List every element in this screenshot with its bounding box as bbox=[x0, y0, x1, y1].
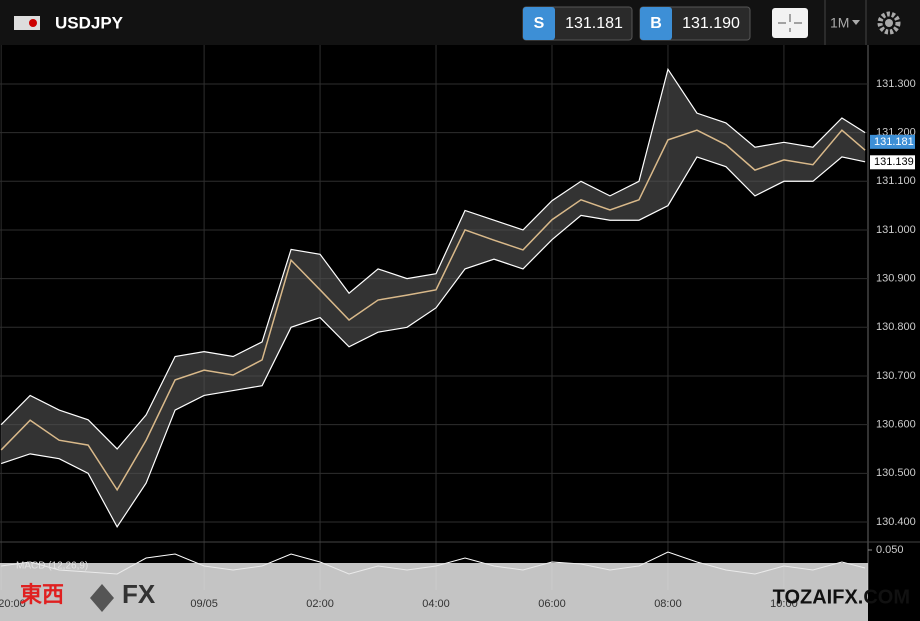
band-fill bbox=[1, 69, 866, 527]
price-marker-label: 131.139 bbox=[874, 156, 914, 168]
macd-tick-label: 0.050 bbox=[876, 544, 904, 556]
settings-core bbox=[885, 19, 893, 27]
watermark-site: TOZAIFX.COM bbox=[773, 586, 910, 608]
y-tick-label: 130.600 bbox=[876, 419, 916, 431]
y-tick-label: 131.000 bbox=[876, 224, 916, 236]
y-tick-label: 130.700 bbox=[876, 370, 916, 382]
watermark-right: FX bbox=[122, 579, 156, 609]
series-line bbox=[0, 129, 866, 492]
sell-price: 131.181 bbox=[565, 15, 623, 32]
timeframe[interactable]: 1M bbox=[830, 15, 849, 31]
price-marker-label: 131.181 bbox=[874, 136, 914, 148]
buy-badge bbox=[640, 7, 672, 40]
watermark-band bbox=[0, 563, 868, 621]
x-tick-label: 08:00 bbox=[654, 598, 682, 610]
y-tick-label: 130.900 bbox=[876, 273, 916, 285]
crosshair-icon bbox=[778, 14, 802, 32]
y-tick-label: 130.800 bbox=[876, 321, 916, 333]
buy-label: B bbox=[650, 15, 662, 32]
sell-label: S bbox=[534, 15, 545, 32]
symbol: USDJPY bbox=[55, 13, 124, 32]
buy-price: 131.190 bbox=[682, 15, 740, 32]
y-tick-label: 131.300 bbox=[876, 78, 916, 90]
y-tick-label: 130.400 bbox=[876, 516, 916, 528]
x-tick-label: 06:00 bbox=[538, 598, 566, 610]
header-bar bbox=[0, 0, 920, 45]
y-tick-label: 130.500 bbox=[876, 467, 916, 479]
series-line bbox=[0, 67, 866, 450]
crosshair-button[interactable] bbox=[772, 8, 808, 38]
price-marker bbox=[870, 134, 915, 149]
x-tick-label: 02:00 bbox=[306, 598, 334, 610]
price-marker bbox=[870, 155, 915, 170]
flag-dot bbox=[29, 19, 37, 27]
series-line bbox=[0, 156, 866, 529]
watermark-logo bbox=[90, 584, 114, 612]
x-tick-label: 04:00 bbox=[422, 598, 450, 610]
settings-icon[interactable] bbox=[877, 11, 901, 35]
x-tick-label: 10:00 bbox=[770, 598, 798, 610]
watermark-left: 東西 bbox=[20, 582, 64, 607]
x-tick-label: 20:00 bbox=[0, 598, 26, 610]
y-tick-label: 131.100 bbox=[876, 175, 916, 187]
sell-badge bbox=[523, 7, 555, 40]
x-tick-label: 09/05 bbox=[190, 598, 218, 610]
dropdown-arrow bbox=[852, 20, 860, 25]
